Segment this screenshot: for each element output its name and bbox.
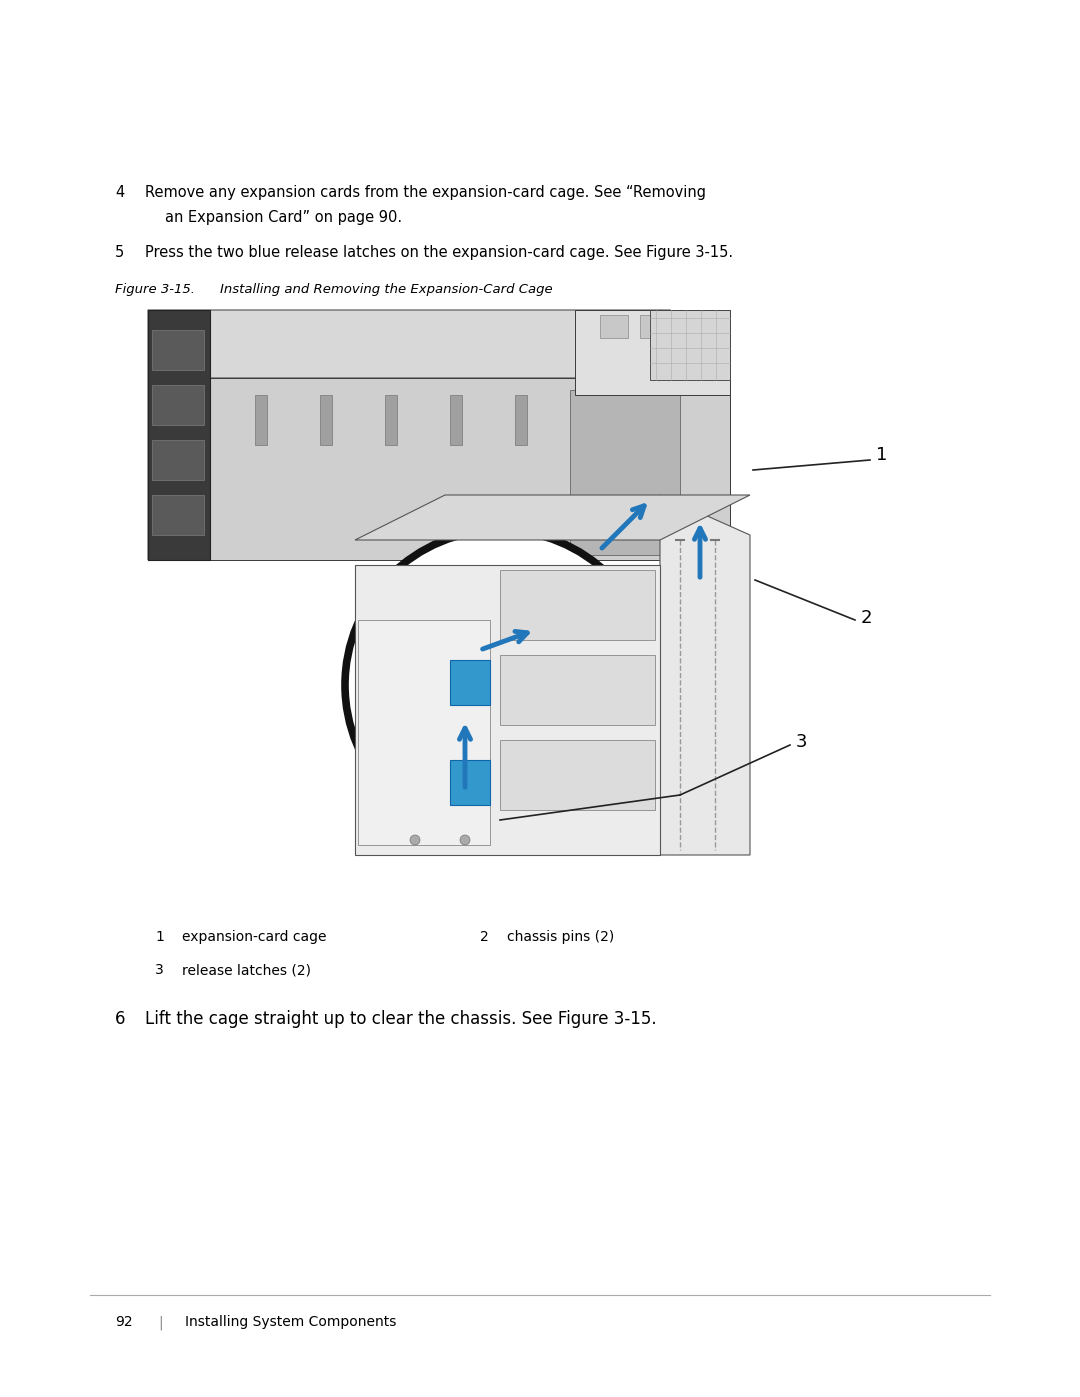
Polygon shape xyxy=(152,495,204,535)
Text: 3: 3 xyxy=(156,963,164,977)
Polygon shape xyxy=(355,495,750,541)
Polygon shape xyxy=(575,310,730,395)
Polygon shape xyxy=(148,310,210,560)
Text: 5: 5 xyxy=(114,244,124,260)
Polygon shape xyxy=(148,310,730,379)
Text: Installing and Removing the Expansion-Card Cage: Installing and Removing the Expansion-Ca… xyxy=(220,284,553,296)
Polygon shape xyxy=(208,379,730,560)
Polygon shape xyxy=(570,390,680,555)
Polygon shape xyxy=(660,495,750,855)
Circle shape xyxy=(460,835,470,845)
Polygon shape xyxy=(450,395,462,446)
Polygon shape xyxy=(355,564,660,855)
Text: Remove any expansion cards from the expansion-card cage. See “Removing: Remove any expansion cards from the expa… xyxy=(145,184,706,200)
Circle shape xyxy=(410,835,420,845)
Polygon shape xyxy=(152,440,204,481)
Ellipse shape xyxy=(345,529,654,840)
Text: an Expansion Card” on page 90.: an Expansion Card” on page 90. xyxy=(165,210,402,225)
Polygon shape xyxy=(255,395,267,446)
Polygon shape xyxy=(320,395,332,446)
Polygon shape xyxy=(650,310,730,380)
Text: Installing System Components: Installing System Components xyxy=(185,1315,396,1329)
Polygon shape xyxy=(450,760,490,805)
Text: Press the two blue release latches on the expansion-card cage. See Figure 3-15.: Press the two blue release latches on th… xyxy=(145,244,733,260)
Polygon shape xyxy=(600,314,627,338)
Text: 6: 6 xyxy=(114,1010,125,1028)
Polygon shape xyxy=(148,310,208,560)
Polygon shape xyxy=(357,620,490,845)
Text: chassis pins (2): chassis pins (2) xyxy=(507,930,615,944)
Text: 3: 3 xyxy=(796,733,808,752)
Text: 1: 1 xyxy=(876,446,888,464)
Text: |: | xyxy=(158,1315,163,1330)
Polygon shape xyxy=(152,386,204,425)
Polygon shape xyxy=(500,740,654,810)
Polygon shape xyxy=(450,659,490,705)
Polygon shape xyxy=(670,310,730,560)
Text: Figure 3-15.: Figure 3-15. xyxy=(114,284,195,296)
Text: expansion-card cage: expansion-card cage xyxy=(183,930,326,944)
Text: 1: 1 xyxy=(156,930,164,944)
Polygon shape xyxy=(152,330,204,370)
Text: 92: 92 xyxy=(114,1315,133,1329)
Polygon shape xyxy=(384,395,397,446)
Polygon shape xyxy=(500,570,654,640)
Polygon shape xyxy=(515,395,527,446)
Text: release latches (2): release latches (2) xyxy=(183,963,311,977)
Text: Lift the cage straight up to clear the chassis. See Figure 3-15.: Lift the cage straight up to clear the c… xyxy=(145,1010,657,1028)
Polygon shape xyxy=(640,314,669,338)
Text: 4: 4 xyxy=(114,184,124,200)
Polygon shape xyxy=(680,314,708,338)
Text: 2: 2 xyxy=(480,930,489,944)
Polygon shape xyxy=(500,655,654,725)
Text: 2: 2 xyxy=(861,609,873,627)
